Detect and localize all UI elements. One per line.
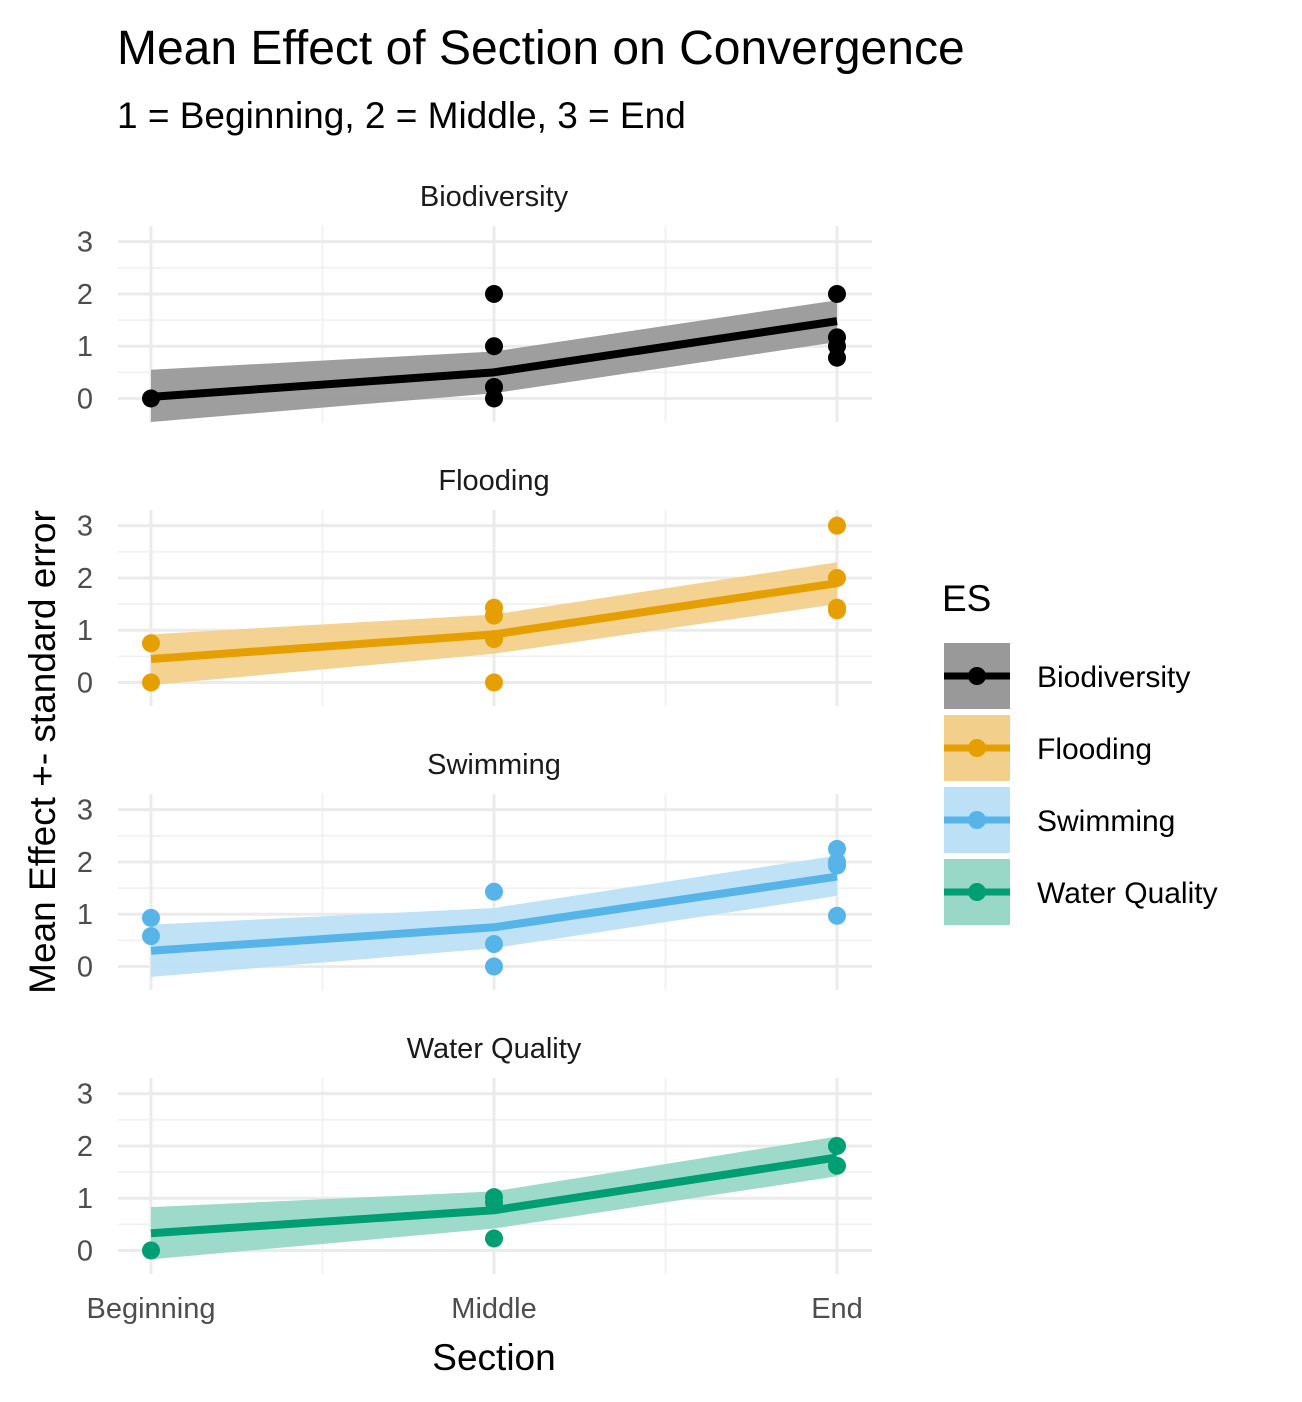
data-point [485,630,503,649]
facet-biodiversity: Biodiversity 0 1 2 3 [77,181,872,422]
facet-flooding: Flooding 0 1 2 3 [77,465,872,706]
y-tick-label: 2 [77,1131,93,1163]
legend-key-point [968,811,986,829]
data-point [828,906,846,925]
data-point [828,568,846,587]
legend-item-biodiversity: Biodiversity [944,643,1190,709]
error-ribbon [151,855,837,977]
legend-key-point [968,667,986,685]
y-tick-label: 3 [77,511,93,543]
x-tick-label: End [811,1293,863,1325]
chart-subtitle: 1 = Beginning, 2 = Middle, 3 = End [117,95,686,136]
data-point [142,908,160,927]
legend-key-point [968,739,986,757]
y-tick-label: 0 [77,383,93,415]
y-tick-label: 1 [77,615,93,647]
facet-panels: Biodiversity 0 1 2 3 Flooding 0 1 2 3 Swimming 0 1 2 3… [77,181,872,1274]
data-point [485,1193,503,1212]
y-tick-label: 1 [77,1183,93,1215]
data-point [142,389,160,408]
y-tick-label: 1 [77,331,93,363]
x-axis-title: Section [432,1337,555,1378]
legend-title: ES [942,578,991,619]
y-tick-label: 0 [77,951,93,983]
y-tick-label: 2 [77,279,93,311]
chart-title: Mean Effect of Section on Convergence [117,22,965,75]
data-point [142,927,160,946]
data-point [828,348,846,367]
data-point [142,634,160,653]
y-tick-label: 3 [77,795,93,827]
legend: ES Biodiversity Flooding Swimming Water Qua… [942,578,1218,925]
facet-title: Flooding [438,465,549,497]
legend-item-flooding: Flooding [944,715,1152,781]
legend-key-point [968,883,986,901]
mean-line [150,872,838,955]
legend-label: Swimming [1037,805,1175,838]
data-point [828,516,846,535]
data-point [828,1156,846,1175]
data-point [828,839,846,858]
y-tick-label: 3 [77,1079,93,1111]
facet-water-quality: Water Quality 0 1 2 3 [77,1033,872,1274]
data-point [485,935,503,954]
data-point [828,1136,846,1155]
facet-title: Swimming [427,749,561,781]
facet-swimming: Swimming 0 1 2 3 [77,749,872,990]
y-tick-label: 2 [77,563,93,595]
data-point [485,882,503,901]
legend-item-swimming: Swimming [944,787,1175,853]
error-ribbon [151,300,837,422]
data-point [828,856,846,875]
x-tick-label: Middle [451,1293,536,1325]
y-axis-title: Mean Effect +- standard error [22,510,63,994]
y-tick-label: 3 [77,227,93,259]
facet-title: Biodiversity [420,181,569,213]
legend-label: Biodiversity [1037,661,1190,694]
legend-item-water-quality: Water Quality [944,859,1218,925]
y-tick-label: 0 [77,1235,93,1267]
facet-title: Water Quality [407,1033,582,1065]
legend-label: Water Quality [1037,877,1218,910]
data-point [485,606,503,625]
y-tick-label: 1 [77,899,93,931]
y-tick-label: 2 [77,847,93,879]
data-point [485,389,503,408]
data-point [142,1241,160,1260]
data-point [485,1229,503,1248]
data-point [828,601,846,620]
x-tick-label: Beginning [87,1293,216,1325]
data-point [485,337,503,356]
mean-line [150,317,838,401]
data-point [485,957,503,976]
y-tick-label: 0 [77,667,93,699]
data-point [485,673,503,692]
x-axis-ticks: Beginning Middle End [87,1293,863,1325]
legend-label: Flooding [1037,733,1152,766]
data-point [142,673,160,692]
data-point [828,284,846,303]
data-point [485,284,503,303]
